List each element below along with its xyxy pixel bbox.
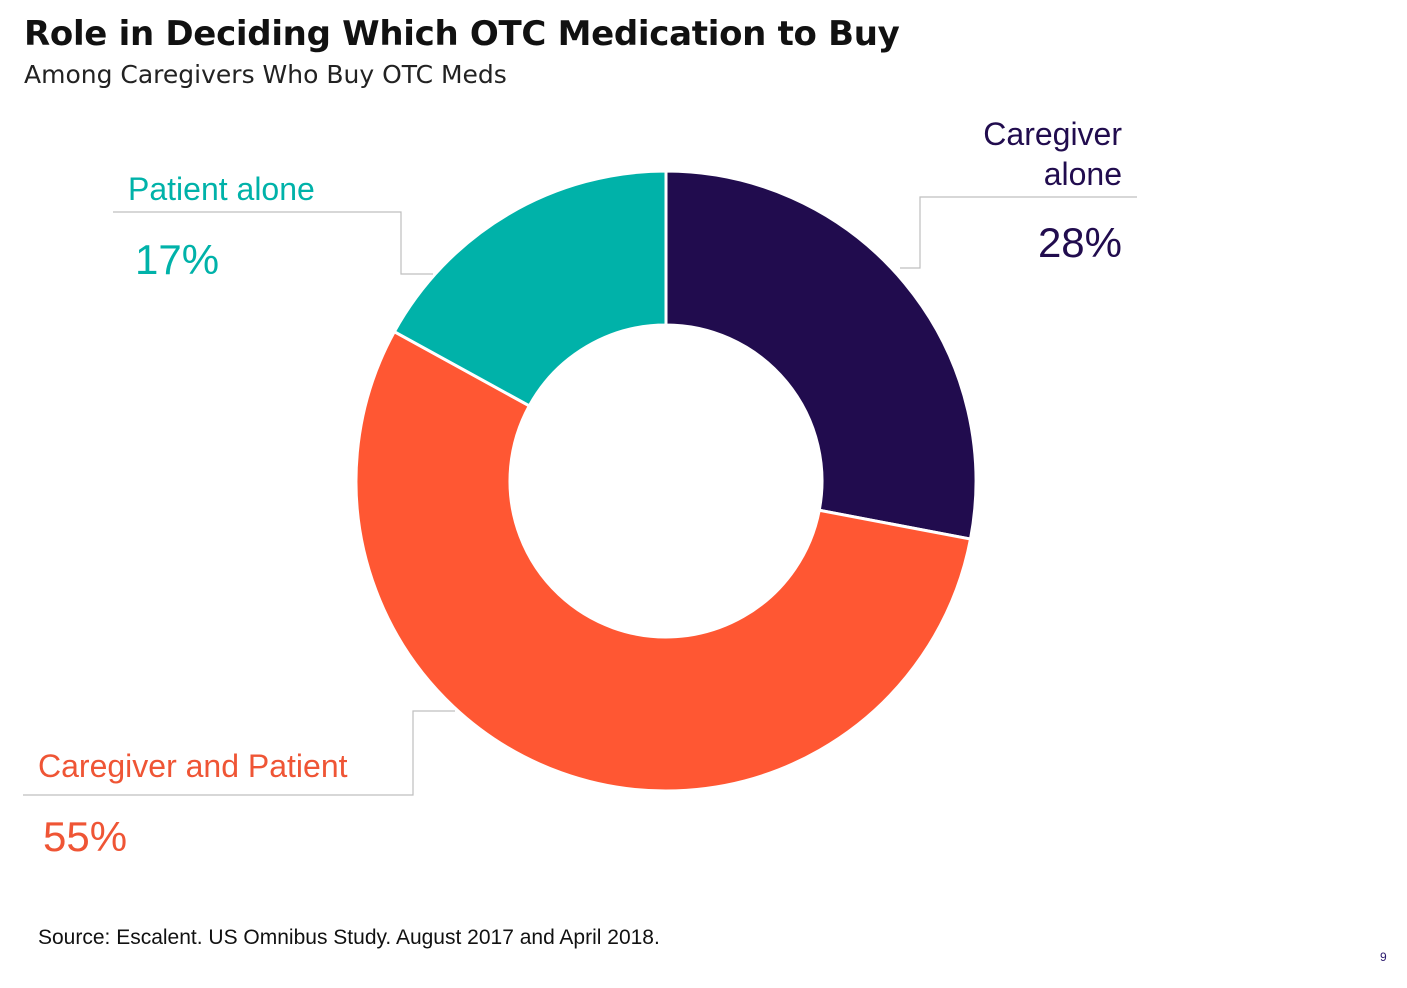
source-note: Source: Escalent. US Omnibus Study. Augu… <box>38 926 660 949</box>
slice-value-caregiver-and-patient: 55% <box>43 813 128 860</box>
donut-slices <box>354 169 978 793</box>
slice-value-caregiver-alone: 28% <box>1037 219 1122 266</box>
chart-subtitle: Among Caregivers Who Buy OTC Meds <box>24 60 507 89</box>
page-number: 9 <box>1380 950 1387 964</box>
slice-patient-alone <box>392 169 668 408</box>
slice-label-caregiver-alone: Caregiver alone <box>936 114 1122 194</box>
slice-label-patient-alone: Patient alone <box>128 171 315 207</box>
slice-value-patient-alone: 17% <box>135 236 220 283</box>
slice-label-line: alone <box>1043 156 1122 192</box>
leader-caregiver-alone <box>900 196 1137 269</box>
slice-caregiver-and-patient <box>354 329 973 793</box>
leader-lines <box>23 196 1137 796</box>
slice-caregiver-alone <box>664 169 978 541</box>
slice-label-caregiver-and-patient: Caregiver and Patient <box>38 748 348 784</box>
leader-caregiver-and-patient <box>23 710 455 796</box>
slice-label-line: Caregiver <box>983 116 1122 152</box>
leader-patient-alone <box>113 211 433 275</box>
chart-title: Role in Deciding Which OTC Medication to… <box>24 14 900 54</box>
